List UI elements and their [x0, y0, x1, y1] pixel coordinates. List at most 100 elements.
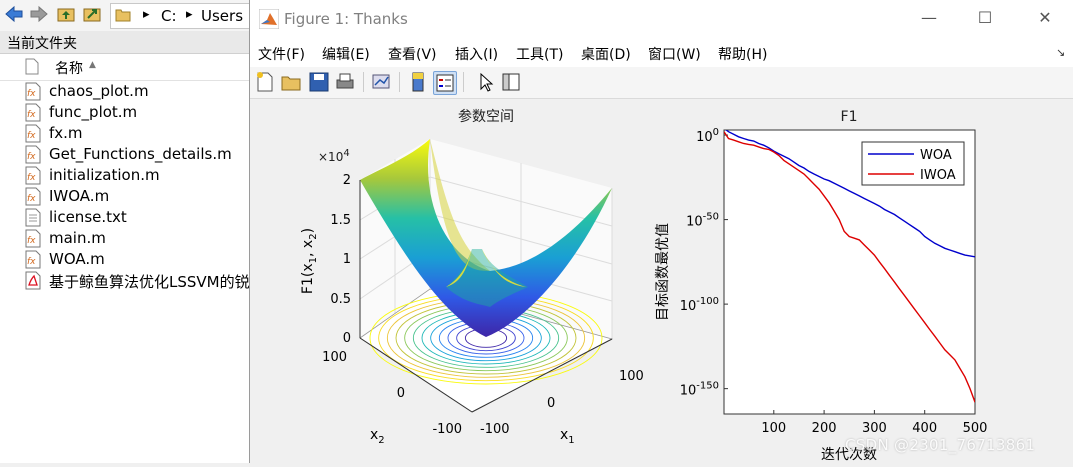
file-list-item[interactable]: fx Get_Functions_details.m	[0, 144, 249, 165]
dock-arrow-icon[interactable]: ↘	[1056, 46, 1066, 59]
file-list-item[interactable]: fx initialization.m	[0, 165, 249, 186]
property-editor-icon[interactable]	[500, 71, 522, 93]
file-name[interactable]: initialization.m	[49, 166, 160, 184]
window-title: Figure 1: Thanks	[284, 10, 408, 28]
file-list-item[interactable]: 基于鲸鱼算法优化LSSVM的锐	[0, 270, 249, 291]
menu-bar: 文件(F) 编辑(E) 查看(V) 插入(I) 工具(T) 桌面(D) 窗口(W…	[250, 38, 1073, 67]
file-list-item[interactable]: fx func_plot.m	[0, 102, 249, 123]
svg-text:fx: fx	[27, 257, 36, 267]
file-list-item[interactable]: fx IWOA.m	[0, 186, 249, 207]
file-name[interactable]: fx.m	[49, 124, 83, 142]
pdf-file-icon	[25, 271, 41, 290]
legend-box	[861, 141, 965, 186]
z-tick-label: 0.5	[330, 292, 351, 307]
file-type-column-icon	[25, 58, 39, 75]
minimize-button[interactable]: —	[921, 8, 937, 27]
toolbar-separator	[399, 72, 400, 92]
function-file-icon: fx	[25, 250, 41, 269]
series-line-woa	[725, 130, 975, 258]
x-tick-label: 200	[812, 421, 837, 436]
browse-folder-icon[interactable]	[82, 4, 102, 24]
matlab-logo-icon	[259, 9, 279, 29]
file-list-item[interactable]: fx main.m	[0, 228, 249, 249]
x-tick-label: 400	[912, 421, 937, 436]
file-name[interactable]: license.txt	[49, 208, 127, 226]
file-list-item[interactable]: fx WOA.m	[0, 249, 249, 270]
menu-help[interactable]: 帮助(H)	[718, 47, 768, 63]
print-icon[interactable]	[334, 71, 356, 93]
forward-arrow-icon[interactable]	[29, 4, 49, 24]
current-folder-panel: ▸ C: ▸ Users 当前文件夹 名称 ▲ fx chaos_plot.m fx…	[0, 0, 249, 463]
menu-tools[interactable]: 工具(T)	[516, 47, 564, 63]
file-list-item[interactable]: fx fx.m	[0, 123, 249, 144]
menu-window[interactable]: 窗口(W)	[648, 47, 701, 63]
menu-file[interactable]: 文件(F)	[258, 47, 305, 63]
watermark: CSDN @2301_76713861	[845, 436, 1036, 454]
path-box[interactable]: ▸ C: ▸ Users	[110, 3, 249, 29]
path-drive[interactable]: C:	[161, 7, 177, 25]
new-figure-icon[interactable]	[254, 71, 276, 93]
y-tick-label: 100	[696, 127, 719, 145]
figure-plots: 参数空间 ×104 2 1.5 1 0.5 0 F1(x1, x2) 100 0…	[300, 108, 988, 463]
figure-window: Figure 1: Thanks — ☐ ✕ 文件(F) 编辑(E) 查看(V)…	[249, 0, 1073, 463]
file-name[interactable]: main.m	[49, 229, 106, 247]
close-button[interactable]: ✕	[1038, 8, 1052, 27]
file-name[interactable]: Get_Functions_details.m	[49, 145, 232, 163]
svg-text:fx: fx	[27, 194, 36, 204]
svg-text:fx: fx	[27, 110, 36, 120]
x-tick-label: 500	[963, 421, 988, 436]
menu-edit[interactable]: 编辑(E)	[322, 47, 370, 63]
surface-plot: 参数空间 ×104 2 1.5 1 0.5 0 F1(x1, x2) 100 0…	[300, 108, 644, 446]
z-tick-label: 0	[343, 331, 351, 346]
path-separator-icon: ▸	[186, 7, 193, 22]
function-file-icon: fx	[25, 145, 41, 164]
z-tick-label: 2	[343, 173, 351, 188]
name-column-label[interactable]: 名称	[55, 61, 83, 77]
x2-tick-label: 0	[397, 386, 405, 401]
legend[interactable]: WOA IWOA	[861, 141, 965, 186]
back-arrow-icon[interactable]	[4, 4, 24, 24]
surface-axes-lines	[359, 180, 613, 413]
open-file-icon[interactable]	[280, 71, 302, 93]
surface-mesh	[360, 139, 612, 337]
series-line-iwoa	[724, 131, 975, 403]
up-folder-icon[interactable]	[56, 4, 76, 24]
toolbar	[250, 67, 1073, 99]
colorbar-icon[interactable]	[407, 71, 429, 93]
file-name[interactable]: 基于鲸鱼算法优化LSSVM的锐	[49, 273, 249, 291]
path-folder[interactable]: Users	[201, 7, 244, 25]
function-file-icon: fx	[25, 229, 41, 248]
figure-canvas: 参数空间 ×104 2 1.5 1 0.5 0 F1(x1, x2) 100 0…	[250, 99, 1073, 463]
legend-icon[interactable]	[433, 71, 457, 95]
y-tick-label: 10-100	[680, 296, 719, 314]
function-file-icon: fx	[25, 124, 41, 143]
function-file-icon: fx	[25, 82, 41, 101]
x1-tick-label: 0	[547, 396, 555, 411]
svg-text:fx: fx	[27, 173, 36, 183]
file-name[interactable]: IWOA.m	[49, 187, 110, 205]
path-separator-icon: ▸	[143, 7, 150, 22]
link-plot-icon[interactable]	[370, 71, 392, 93]
file-name[interactable]: WOA.m	[49, 250, 105, 268]
legend-woa-label: WOA	[920, 148, 952, 163]
z-tick-label: 1	[343, 252, 351, 267]
surface-front-peak	[446, 249, 526, 287]
file-name[interactable]: func_plot.m	[49, 103, 138, 121]
menu-view[interactable]: 查看(V)	[388, 47, 437, 63]
function-file-icon: fx	[25, 187, 41, 206]
line-title: F1	[841, 109, 858, 125]
save-icon[interactable]	[308, 71, 330, 93]
x1-tick-label: 100	[619, 369, 644, 384]
menu-desktop[interactable]: 桌面(D)	[581, 47, 631, 63]
title-bar: Figure 1: Thanks — ☐ ✕	[250, 0, 1073, 38]
maximize-button[interactable]: ☐	[977, 8, 993, 27]
menu-insert[interactable]: 插入(I)	[455, 47, 499, 63]
current-folder-label: 当前文件夹	[7, 36, 77, 52]
x2-tick-label: -100	[432, 422, 462, 437]
file-list-item[interactable]: fx chaos_plot.m	[0, 81, 249, 102]
pointer-icon[interactable]	[475, 71, 497, 93]
file-name[interactable]: chaos_plot.m	[49, 82, 149, 100]
file-list-item[interactable]: license.txt	[0, 207, 249, 228]
column-header[interactable]: 名称 ▲	[0, 54, 249, 81]
line-x-axis-label: 迭代次数	[821, 447, 877, 463]
